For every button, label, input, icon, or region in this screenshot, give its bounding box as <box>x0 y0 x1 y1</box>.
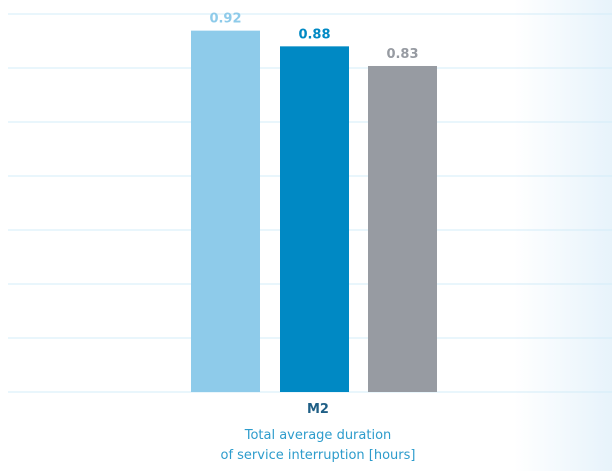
bar-1 <box>191 30 260 393</box>
category-label: M2 <box>307 402 329 417</box>
bar-2 <box>280 46 349 392</box>
data-label-2: 0.88 <box>298 27 330 42</box>
category-description-line-1: Total average duration <box>244 428 392 443</box>
data-label-1: 0.92 <box>209 12 241 27</box>
data-label-3: 0.83 <box>386 47 418 62</box>
bar-3 <box>368 65 437 393</box>
category-description-line-2: of service interruption [hours] <box>220 448 416 463</box>
